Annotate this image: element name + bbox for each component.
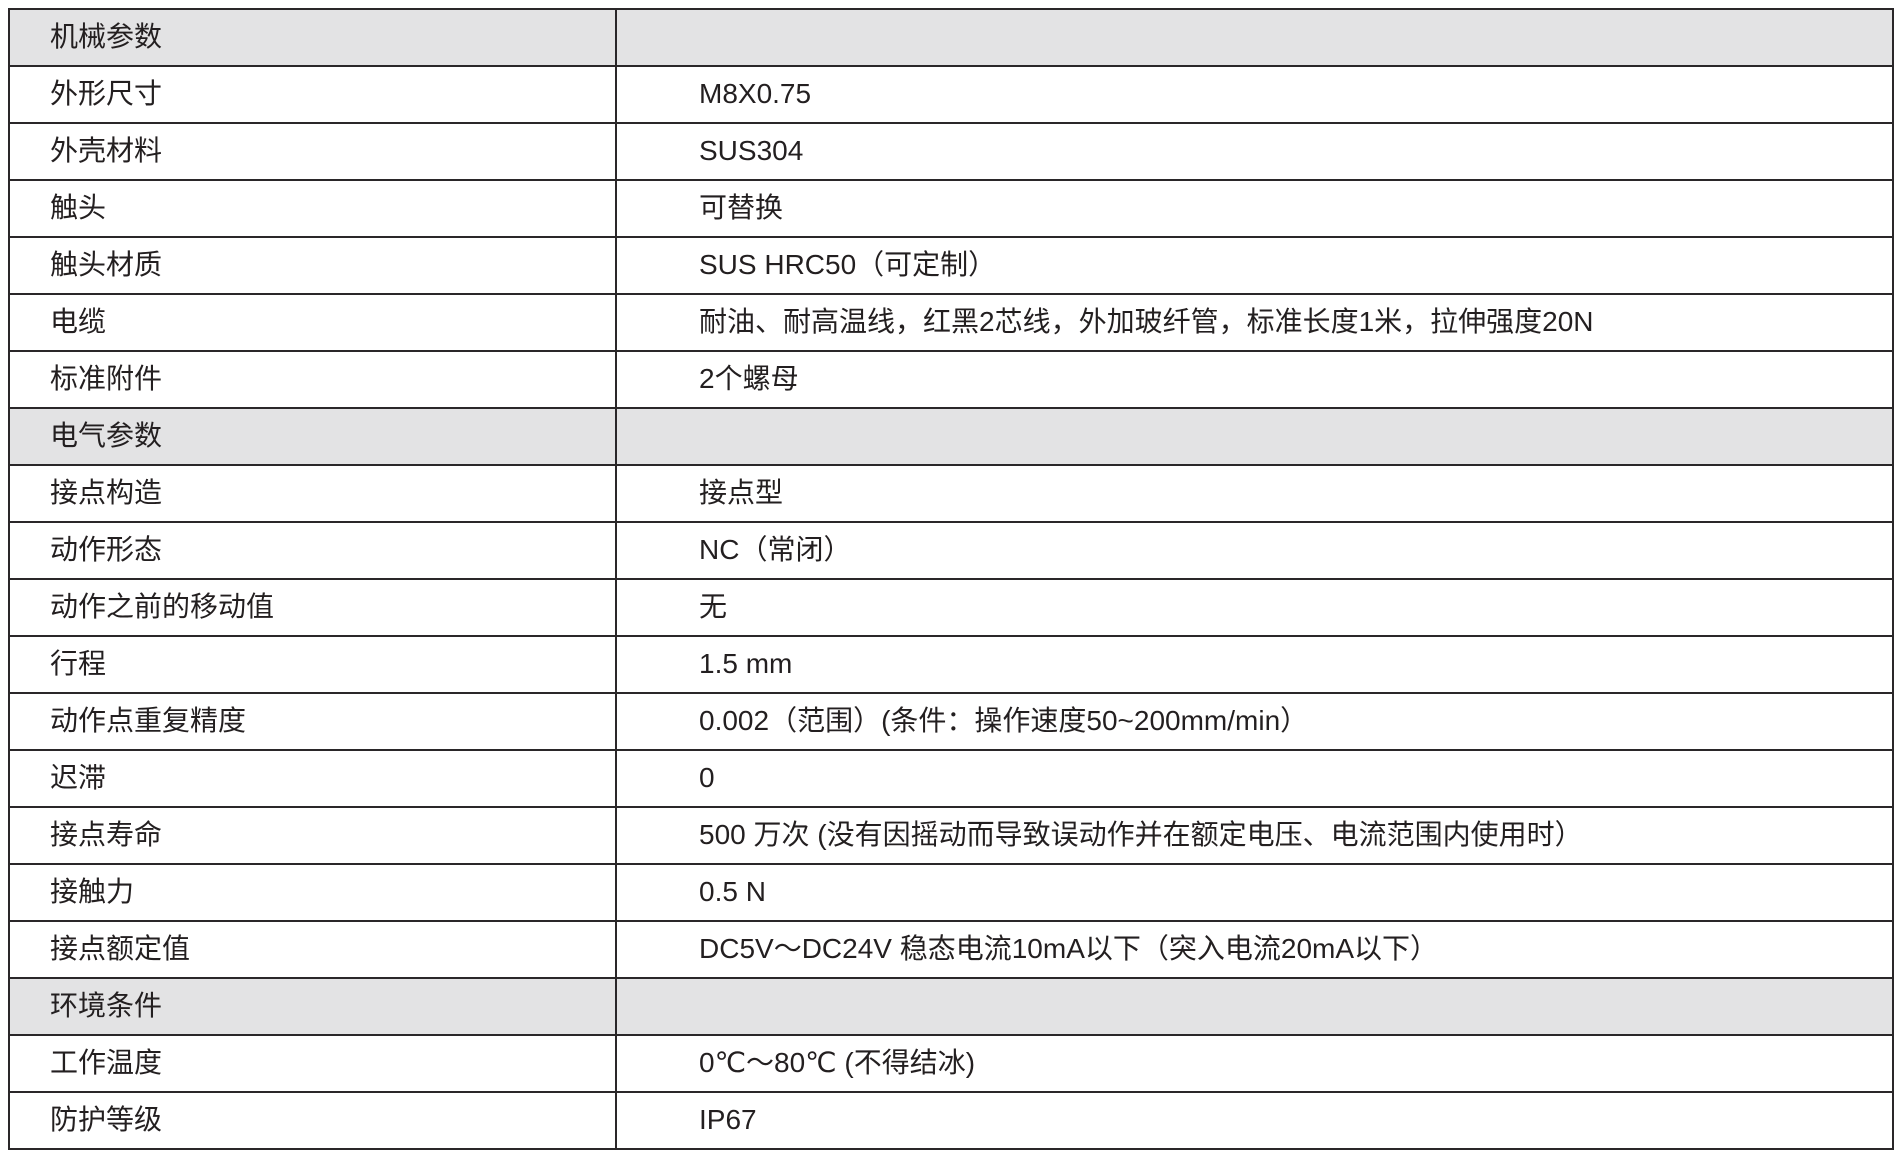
table-row: 动作之前的移动值 无 — [8, 578, 1894, 637]
spec-label: 防护等级 — [8, 1091, 617, 1150]
spec-value: 可替换 — [615, 179, 1894, 238]
section-header-row-mechanical: 机械参数 — [8, 8, 1894, 67]
spec-label: 工作温度 — [8, 1034, 617, 1093]
table-row: 接点额定值 DC5V～DC24V 稳态电流10mA以下（突入电流20mA以下） — [8, 920, 1894, 979]
spec-label: 外形尺寸 — [8, 65, 617, 124]
spec-value: 0℃～80℃ (不得结冰) — [615, 1034, 1894, 1093]
table-row: 防护等级 IP67 — [8, 1091, 1894, 1150]
table-row: 行程 1.5 mm — [8, 635, 1894, 694]
table-row: 工作温度 0℃～80℃ (不得结冰) — [8, 1034, 1894, 1093]
spec-value: M8X0.75 — [615, 65, 1894, 124]
spec-value: SUS HRC50（可定制） — [615, 236, 1894, 295]
spec-table: 机械参数 外形尺寸 M8X0.75 外壳材料 SUS304 触头 可替换 触头材… — [8, 8, 1894, 1150]
section-header-spacer — [615, 407, 1894, 466]
spec-label: 标准附件 — [8, 350, 617, 409]
table-row: 触头 可替换 — [8, 179, 1894, 238]
spec-value: 无 — [615, 578, 1894, 637]
spec-value: DC5V～DC24V 稳态电流10mA以下（突入电流20mA以下） — [615, 920, 1894, 979]
table-row: 标准附件 2个螺母 — [8, 350, 1894, 409]
spec-value: 1.5 mm — [615, 635, 1894, 694]
spec-value: NC（常闭） — [615, 521, 1894, 580]
table-row: 接点寿命 500 万次 (没有因摇动而导致误动作并在额定电压、电流范围内使用时） — [8, 806, 1894, 865]
spec-label: 动作形态 — [8, 521, 617, 580]
spec-label: 触头 — [8, 179, 617, 238]
table-row: 动作形态 NC（常闭） — [8, 521, 1894, 580]
section-header-spacer — [615, 977, 1894, 1036]
section-header-row-environment: 环境条件 — [8, 977, 1894, 1036]
spec-label: 接点额定值 — [8, 920, 617, 979]
table-row: 迟滞 0 — [8, 749, 1894, 808]
table-row: 触头材质 SUS HRC50（可定制） — [8, 236, 1894, 295]
spec-label: 动作点重复精度 — [8, 692, 617, 751]
table-row: 接点构造 接点型 — [8, 464, 1894, 523]
spec-label: 行程 — [8, 635, 617, 694]
section-header-spacer — [615, 8, 1894, 67]
table-row: 外壳材料 SUS304 — [8, 122, 1894, 181]
spec-value: SUS304 — [615, 122, 1894, 181]
spec-label: 接点寿命 — [8, 806, 617, 865]
spec-value: 接点型 — [615, 464, 1894, 523]
spec-label: 触头材质 — [8, 236, 617, 295]
spec-value: 0.5 N — [615, 863, 1894, 922]
spec-value: 2个螺母 — [615, 350, 1894, 409]
section-header-row-electrical: 电气参数 — [8, 407, 1894, 466]
spec-label: 外壳材料 — [8, 122, 617, 181]
spec-value: IP67 — [615, 1091, 1894, 1150]
spec-label: 动作之前的移动值 — [8, 578, 617, 637]
spec-label: 迟滞 — [8, 749, 617, 808]
table-row: 动作点重复精度 0.002（范围）(条件：操作速度50~200mm/min） — [8, 692, 1894, 751]
section-title: 机械参数 — [8, 8, 617, 67]
table-row: 电缆 耐油、耐高温线，红黑2芯线，外加玻纤管，标准长度1米，拉伸强度20N — [8, 293, 1894, 352]
spec-value: 耐油、耐高温线，红黑2芯线，外加玻纤管，标准长度1米，拉伸强度20N — [615, 293, 1894, 352]
spec-label: 电缆 — [8, 293, 617, 352]
spec-value: 500 万次 (没有因摇动而导致误动作并在额定电压、电流范围内使用时） — [615, 806, 1894, 865]
spec-value: 0.002（范围）(条件：操作速度50~200mm/min） — [615, 692, 1894, 751]
table-row: 外形尺寸 M8X0.75 — [8, 65, 1894, 124]
table-row: 接触力 0.5 N — [8, 863, 1894, 922]
section-title: 电气参数 — [8, 407, 617, 466]
spec-label: 接点构造 — [8, 464, 617, 523]
spec-value: 0 — [615, 749, 1894, 808]
spec-label: 接触力 — [8, 863, 617, 922]
section-title: 环境条件 — [8, 977, 617, 1036]
